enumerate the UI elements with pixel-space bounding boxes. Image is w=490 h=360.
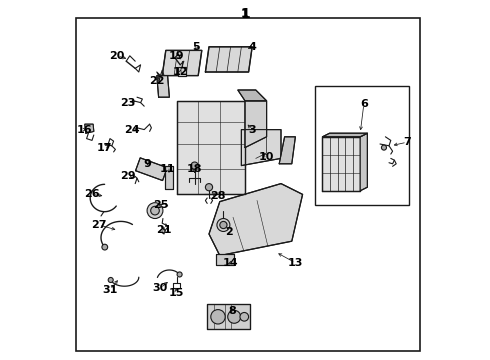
Polygon shape [216, 254, 234, 265]
Text: 31: 31 [102, 285, 118, 295]
Text: 12: 12 [172, 67, 188, 77]
Circle shape [211, 310, 225, 324]
Polygon shape [209, 184, 303, 256]
Polygon shape [136, 158, 167, 181]
Text: 20: 20 [109, 51, 125, 61]
Polygon shape [242, 130, 281, 166]
Polygon shape [245, 101, 267, 148]
Text: 16: 16 [77, 125, 93, 135]
Circle shape [177, 272, 182, 277]
Text: 17: 17 [97, 143, 112, 153]
Polygon shape [157, 76, 170, 97]
Text: 30: 30 [153, 283, 168, 293]
Polygon shape [279, 137, 295, 164]
Text: 26: 26 [84, 189, 100, 199]
Bar [315, 86, 409, 205]
Circle shape [205, 184, 213, 191]
Circle shape [381, 145, 387, 150]
Polygon shape [176, 101, 245, 194]
Text: 24: 24 [124, 125, 140, 135]
Text: 22: 22 [149, 76, 165, 86]
Text: 4: 4 [248, 42, 256, 52]
Text: 19: 19 [169, 51, 184, 61]
Text: 11: 11 [160, 164, 175, 174]
Text: 14: 14 [223, 258, 239, 268]
Text: 9: 9 [144, 159, 152, 169]
Polygon shape [238, 90, 267, 101]
Text: 8: 8 [228, 306, 236, 316]
Text: 1: 1 [241, 9, 249, 19]
Text: 5: 5 [193, 42, 200, 52]
Text: 1: 1 [240, 8, 250, 21]
Text: 28: 28 [210, 191, 226, 201]
Circle shape [147, 203, 163, 219]
Text: 23: 23 [121, 98, 136, 108]
Circle shape [220, 221, 227, 229]
Circle shape [228, 310, 241, 323]
Text: 13: 13 [288, 258, 303, 268]
Text: 3: 3 [248, 125, 256, 135]
Circle shape [217, 219, 230, 231]
Polygon shape [162, 50, 202, 76]
Polygon shape [207, 304, 250, 329]
Text: 29: 29 [120, 171, 136, 181]
Polygon shape [360, 133, 368, 191]
Text: 10: 10 [259, 152, 274, 162]
Text: 2: 2 [225, 227, 233, 237]
Circle shape [108, 278, 113, 283]
Circle shape [240, 312, 248, 321]
Polygon shape [165, 166, 173, 189]
Polygon shape [322, 137, 360, 191]
Polygon shape [85, 124, 94, 133]
Text: 25: 25 [153, 200, 168, 210]
Text: 27: 27 [92, 220, 107, 230]
Polygon shape [322, 133, 368, 137]
Polygon shape [178, 67, 186, 76]
Text: 7: 7 [403, 137, 411, 147]
Text: 15: 15 [169, 288, 184, 298]
Circle shape [191, 162, 198, 169]
Polygon shape [205, 47, 252, 72]
Circle shape [151, 206, 159, 215]
Circle shape [102, 244, 108, 250]
Text: 18: 18 [187, 164, 202, 174]
Text: 21: 21 [156, 225, 172, 235]
Text: 6: 6 [360, 99, 368, 109]
